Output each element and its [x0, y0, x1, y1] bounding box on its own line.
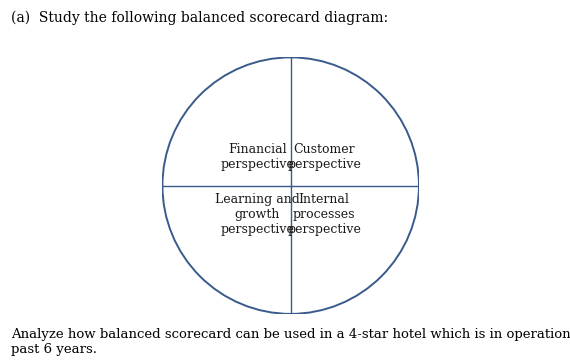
Text: Learning and
growth
perspective: Learning and growth perspective: [215, 193, 300, 236]
Text: (a)  Study the following balanced scorecard diagram:: (a) Study the following balanced scoreca…: [11, 11, 389, 25]
Text: Internal
processes
perspective: Internal processes perspective: [287, 193, 361, 236]
Text: Analyze how balanced scorecard can be used in a 4-star hotel which is in operati: Analyze how balanced scorecard can be us…: [11, 328, 570, 356]
Text: Financial
perspective: Financial perspective: [221, 143, 294, 171]
Text: Customer
perspective: Customer perspective: [287, 143, 361, 171]
